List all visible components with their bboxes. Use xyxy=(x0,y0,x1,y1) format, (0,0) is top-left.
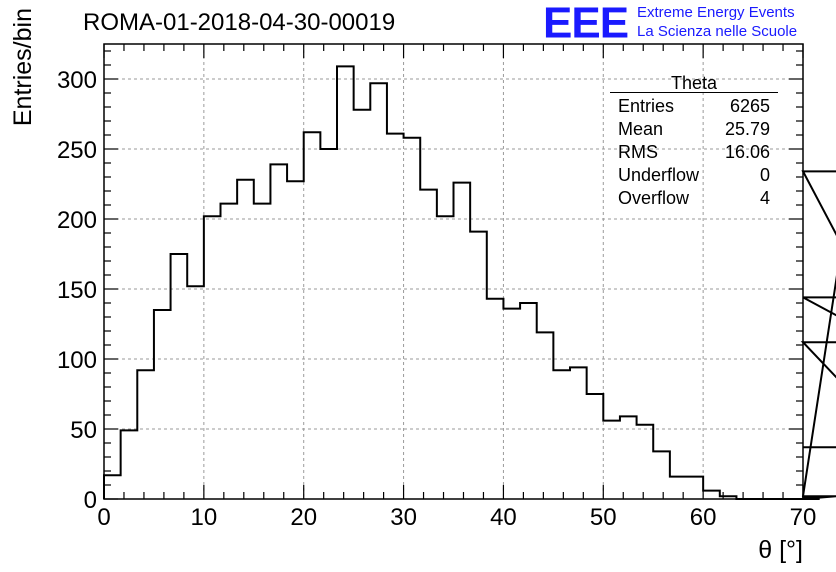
y-tick-label: 200 xyxy=(57,207,97,234)
grid-lines xyxy=(104,44,803,499)
y-tick-label: 50 xyxy=(70,417,97,444)
stats-row: Underflow 0 xyxy=(610,164,778,187)
logo-subtitle-line1: Extreme Energy Events xyxy=(637,4,795,21)
y-tick-label: 250 xyxy=(57,137,97,164)
plot-frame xyxy=(103,43,804,500)
y-tick-label: 0 xyxy=(84,487,97,514)
stats-label: RMS xyxy=(618,142,658,162)
stats-label: Overflow xyxy=(618,188,690,208)
y-tick-label: 150 xyxy=(57,277,97,304)
eee-logo: EEE xyxy=(543,0,629,48)
logo-subtitle: Extreme Energy Events La Scienza nelle S… xyxy=(637,3,797,41)
stats-label: Mean xyxy=(618,119,664,139)
x-tick-label: 30 xyxy=(390,504,417,531)
x-tick-label: 20 xyxy=(290,504,317,531)
x-tick-labels: 0 10 20 30 40 50 60 70 xyxy=(97,504,816,531)
x-tick-label: 40 xyxy=(490,504,517,531)
stats-row: Mean 25.79 xyxy=(610,118,778,141)
stats-row: RMS 16.06 xyxy=(610,141,778,164)
stats-value: 0 xyxy=(759,165,770,185)
y-axis-label: Entries/bin xyxy=(9,8,37,126)
stats-label: Entries xyxy=(618,96,675,116)
x-tick-label: 10 xyxy=(191,504,218,531)
stats-label: Underflow xyxy=(618,165,700,185)
axis-ticks xyxy=(103,44,804,500)
stats-value: 25.79 xyxy=(724,119,770,139)
y-tick-label: 100 xyxy=(57,347,97,374)
stats-value: 6265 xyxy=(729,96,770,116)
chart-title: ROMA-01-2018-04-30-00019 xyxy=(83,9,396,36)
stats-row: Overflow 4 xyxy=(610,187,778,210)
stats-value: 4 xyxy=(759,188,770,208)
stats-row: Entries 6265 xyxy=(610,95,778,118)
x-axis-label: θ [°] xyxy=(758,536,803,564)
y-tick-label: 300 xyxy=(57,67,97,94)
x-tick-label: 50 xyxy=(590,504,617,531)
x-tick-label: 70 xyxy=(790,504,817,531)
stats-box: Theta Entries 6265 Mean 25.79 RMS 16.06 Underf… xyxy=(610,74,778,210)
logo-subtitle-line2: La Scienza nelle Scuole xyxy=(637,23,798,40)
y-tick-labels: 0 50 100 150 200 250 300 xyxy=(57,67,97,514)
x-tick-label: 60 xyxy=(690,504,717,531)
x-tick-label: 0 xyxy=(97,504,110,531)
stats-box-title: Theta xyxy=(610,74,778,93)
stats-value: 16.06 xyxy=(724,142,770,162)
